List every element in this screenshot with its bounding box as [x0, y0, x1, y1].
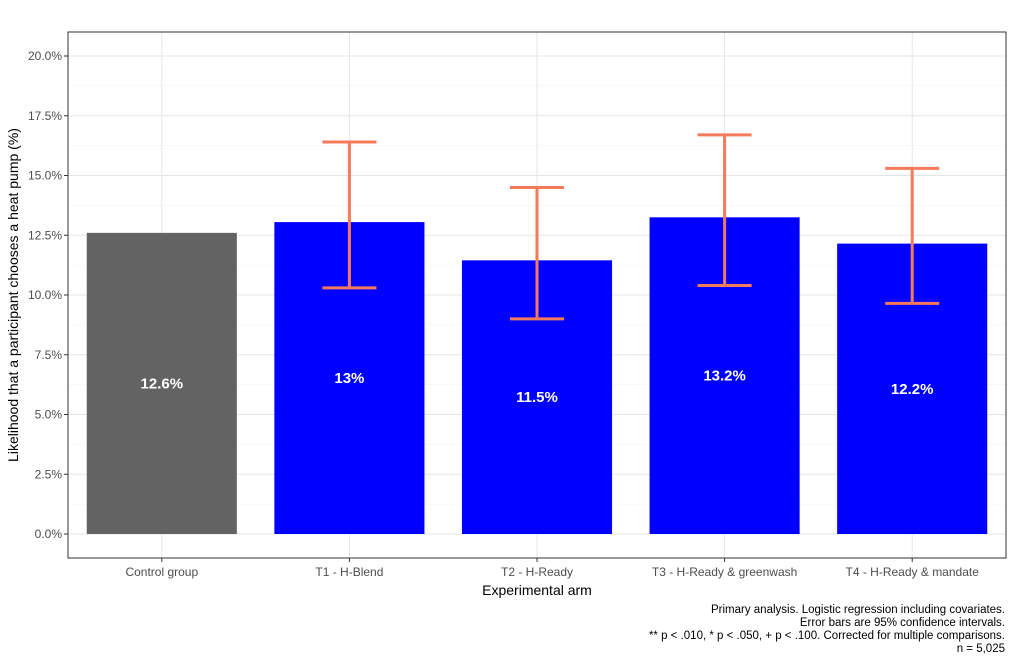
- caption-line: Primary analysis. Logistic regression in…: [711, 604, 1005, 616]
- y-tick-label: 20.0%: [28, 49, 62, 63]
- x-axis-title: Experimental arm: [482, 582, 592, 598]
- bar-value-label: 13%: [334, 370, 364, 387]
- x-tick-label: Control group: [125, 565, 198, 579]
- y-tick-label: 2.5%: [35, 467, 63, 481]
- y-tick-label: 17.5%: [28, 109, 62, 123]
- bar-value-label: 12.6%: [141, 375, 184, 392]
- bar-value-labels: 12.6% 13% 11.5% 13.2% 12.2%: [141, 368, 934, 407]
- y-axis-title: Likelihood that a participant chooses a …: [5, 128, 21, 462]
- caption-line: Error bars are 95% confidence intervals.: [800, 617, 1005, 629]
- y-tick-label: 5.0%: [35, 408, 63, 422]
- y-tick-label: 12.5%: [28, 228, 62, 242]
- x-tick-label: T4 - H-Ready & mandate: [846, 565, 980, 579]
- y-tick-label: 7.5%: [35, 348, 63, 362]
- x-tick-label: T2 - H-Ready: [501, 565, 573, 579]
- x-axis-ticks: Control group T1 - H-Blend T2 - H-Ready T3 …: [125, 558, 979, 579]
- bar-value-label: 13.2%: [703, 368, 746, 385]
- x-tick-label: T3 - H-Ready & greenwash: [652, 565, 797, 579]
- chart-captions: Primary analysis. Logistic regression in…: [649, 604, 1005, 655]
- x-tick-label: T1 - H-Blend: [315, 565, 383, 579]
- bar-value-label: 11.5%: [516, 389, 558, 406]
- bar: [86, 232, 237, 535]
- y-tick-label: 10.0%: [28, 288, 62, 302]
- caption-line: n = 5,025: [957, 643, 1005, 655]
- y-tick-label: 15.0%: [28, 169, 62, 183]
- y-axis-ticks: 0.0% 2.5% 5.0% 7.5% 10.0% 12.5% 15.0% 17.5% 20.0…: [28, 49, 68, 541]
- error-bars: [322, 133, 940, 321]
- caption-line: ** p < .010, * p < .050, + p < .100. Cor…: [649, 630, 1005, 642]
- bar-value-label: 12.2%: [891, 381, 934, 398]
- y-tick-label: 0.0%: [35, 527, 63, 541]
